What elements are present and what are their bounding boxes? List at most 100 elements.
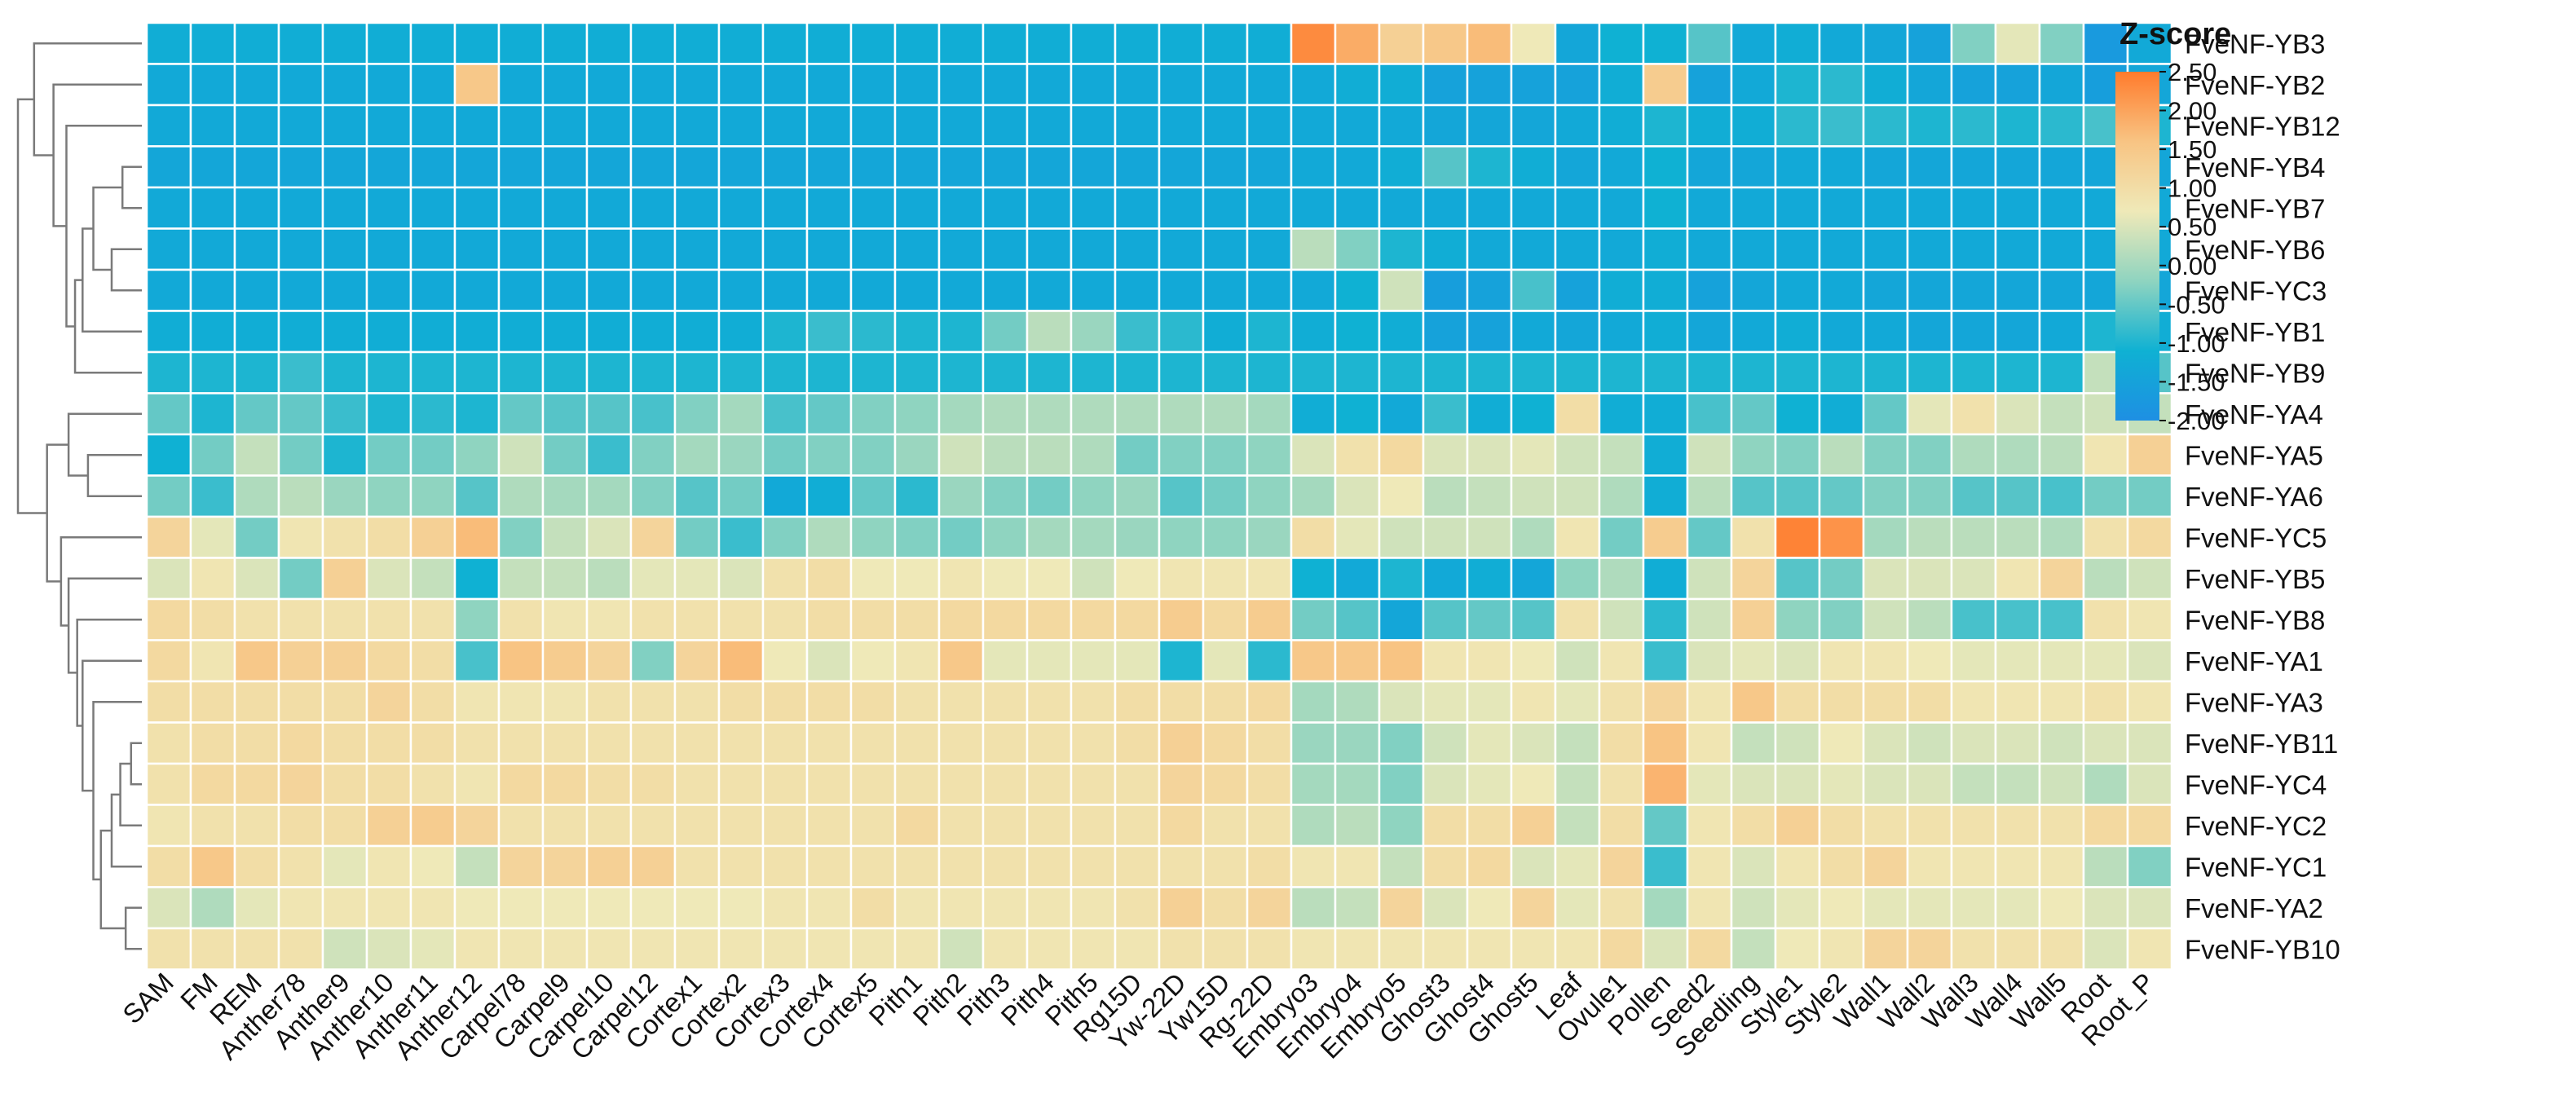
heatmap-cell-fvenf-yc1-pith2 [937,844,985,888]
heatmap-cell-fvenf-ya1-seed2 [1686,639,1733,683]
heatmap-cell-fvenf-yc1-ovule1 [1598,844,1645,888]
heatmap-cell-fvenf-yb7-pith1 [893,186,941,230]
heatmap-cell-fvenf-yb6-wall5 [2038,227,2085,271]
heatmap-cell-fvenf-yb12-anther11 [409,104,457,148]
heatmap-cell-fvenf-yb3-ghost5 [1510,21,1557,65]
heatmap-cell-fvenf-ya5-yw15d [1202,433,1249,477]
heatmap-cell-fvenf-yb8-rg-22d [1246,597,1293,641]
heatmap-cell-fvenf-yb8-pith2 [937,597,985,641]
row-label-fvenf-yc2: FveNF-YC2 [2185,811,2327,841]
heatmap-cell-fvenf-ya5-seedling [1730,433,1777,477]
heatmap-cell-fvenf-yb11-fm [189,721,236,765]
heatmap-cell-fvenf-yc4-root [2082,762,2129,806]
heatmap-cell-fvenf-yb9-ghost3 [1422,350,1469,394]
heatmap-cell-fvenf-yb5-carpel78 [497,557,545,601]
heatmap-cell-fvenf-yb3-yw15d [1202,21,1249,65]
heatmap-cell-fvenf-yc5-cortex4 [805,515,853,559]
heatmap-cell-fvenf-ya6-embryo5 [1378,474,1425,518]
heatmap-cell-fvenf-yc3-pith3 [981,268,1029,312]
heatmap-cell-fvenf-yb2-pith2 [937,63,985,107]
heatmap-cell-fvenf-ya6-ghost3 [1422,474,1469,518]
heatmap-cell-fvenf-ya4-ghost4 [1466,392,1513,436]
heatmap-cell-fvenf-yb9-carpel10 [585,350,633,394]
heatmap-cell-fvenf-yc3-rem [233,268,280,312]
heatmap-cell-fvenf-yb9-cortex4 [805,350,853,394]
heatmap-cell-fvenf-yc4-pith4 [1026,762,1073,806]
heatmap-cell-fvenf-yb9-pith3 [981,350,1029,394]
heatmap-cell-fvenf-ya5-rg15d [1114,433,1161,477]
heatmap-cell-fvenf-yc1-ghost3 [1422,844,1469,888]
heatmap-cell-fvenf-ya1-pith2 [937,639,985,683]
heatmap-cell-fvenf-yb7-wall2 [1906,186,1953,230]
heatmap-cell-fvenf-yb6-ovule1 [1598,227,1645,271]
heatmap-cell-fvenf-yb1-embryo3 [1290,310,1337,354]
heatmap-cell-fvenf-yb3-rg-22d [1246,21,1293,65]
heatmap-cell-fvenf-yb6-carpel10 [585,227,633,271]
heatmap-cell-fvenf-ya1-carpel78 [497,639,545,683]
heatmap-cell-fvenf-ya6-pith2 [937,474,985,518]
heatmap-cell-fvenf-yb11-seedling [1730,721,1777,765]
row-label-fvenf-ya3: FveNF-YA3 [2185,687,2323,717]
heatmap-cell-fvenf-yc1-pith3 [981,844,1029,888]
heatmap-cell-fvenf-yb2-rg-22d [1246,63,1293,107]
heatmap-cell-fvenf-yb10-style2 [1818,927,1865,971]
heatmap-cell-fvenf-yb6-pith3 [981,227,1029,271]
heatmap-cell-fvenf-yc3-style1 [1774,268,1821,312]
heatmap-cell-fvenf-yc4-wall2 [1906,762,1953,806]
heatmap-cell-fvenf-yb2-embryo3 [1290,63,1337,107]
heatmap-cell-fvenf-yc1-seed2 [1686,844,1733,888]
heatmap-cell-fvenf-ya2-carpel78 [497,886,545,930]
heatmap-cell-fvenf-ya1-yw15d [1202,639,1249,683]
heatmap-cell-fvenf-ya1-carpel9 [541,639,589,683]
heatmap-cell-fvenf-yb2-ghost3 [1422,63,1469,107]
heatmap-cell-fvenf-yc3-cortex1 [673,268,721,312]
heatmap-cell-fvenf-yb8-cortex2 [717,597,765,641]
heatmap-cell-fvenf-yb12-anther10 [365,104,412,148]
heatmap-cell-fvenf-ya5-wall2 [1906,433,1953,477]
heatmap-cell-fvenf-yb10-rem [233,927,280,971]
heatmap-cell-fvenf-yc3-pith4 [1026,268,1073,312]
heatmap-cell-fvenf-ya6-anther10 [365,474,412,518]
heatmap-cell-fvenf-ya2-rem [233,886,280,930]
heatmap-cell-fvenf-yb10-anther9 [321,927,368,971]
heatmap-cell-fvenf-yb5-anther10 [365,557,412,601]
dendrogram-branch [92,701,142,881]
heatmap-cell-fvenf-yc4-rg-22d [1246,762,1293,806]
heatmap-cell-fvenf-yb10-fm [189,927,236,971]
heatmap-cell-fvenf-yb1-cortex3 [761,310,809,354]
legend-tick-label: 2.50 [2168,58,2217,86]
heatmap-cell-fvenf-ya1-root [2082,639,2129,683]
heatmap-cell-fvenf-yb9-embryo4 [1334,350,1381,394]
row-label-fvenf-yb7: FveNF-YB7 [2185,193,2325,223]
heatmap-cell-fvenf-yb12-anther12 [453,104,501,148]
heatmap-cell-fvenf-ya1-wall3 [1950,639,1997,683]
heatmap-cell-fvenf-ya4-cortex1 [673,392,721,436]
heatmap-cell-fvenf-yb9-yw15d [1202,350,1249,394]
heatmap-cell-fvenf-yb5-root-p [2126,557,2173,601]
heatmap-cell-fvenf-ya2-anther11 [409,886,457,930]
heatmap-cell-fvenf-ya4-cortex4 [805,392,853,436]
heatmap-cell-fvenf-yb10-anther10 [365,927,412,971]
heatmap-cell-fvenf-yc3-anther11 [409,268,457,312]
heatmap-cell-fvenf-yc2-pith2 [937,804,985,848]
heatmap-cell-fvenf-yb11-wall1 [1862,721,1909,765]
row-label-fvenf-yb3: FveNF-YB3 [2185,29,2325,59]
heatmap-cell-fvenf-ya3-style1 [1774,680,1821,724]
heatmap-cell-fvenf-ya4-leaf [1554,392,1601,436]
heatmap-cell-fvenf-yb8-anther9 [321,597,368,641]
heatmap-cell-fvenf-yb3-wall1 [1862,21,1909,65]
heatmap-cell-fvenf-ya3-carpel9 [541,680,589,724]
heatmap-cell-fvenf-yc2-cortex4 [805,804,853,848]
heatmap-cell-fvenf-yb4-wall5 [2038,145,2085,189]
heatmap-cell-fvenf-ya5-leaf [1554,433,1601,477]
heatmap-cell-fvenf-yc3-cortex5 [849,268,897,312]
heatmap-cell-fvenf-yb1-ovule1 [1598,310,1645,354]
heatmap-cell-fvenf-yb1-carpel10 [585,310,633,354]
heatmap-cell-fvenf-yb11-pith4 [1026,721,1073,765]
heatmap-cell-fvenf-ya5-pith3 [981,433,1029,477]
heatmap-cell-fvenf-yb8-leaf [1554,597,1601,641]
heatmap-cell-fvenf-yb11-pith5 [1070,721,1117,765]
heatmap-cell-fvenf-ya2-embryo5 [1378,886,1425,930]
heatmap-cell-fvenf-yb10-carpel10 [585,927,633,971]
heatmap-cell-fvenf-yb4-seedling [1730,145,1777,189]
